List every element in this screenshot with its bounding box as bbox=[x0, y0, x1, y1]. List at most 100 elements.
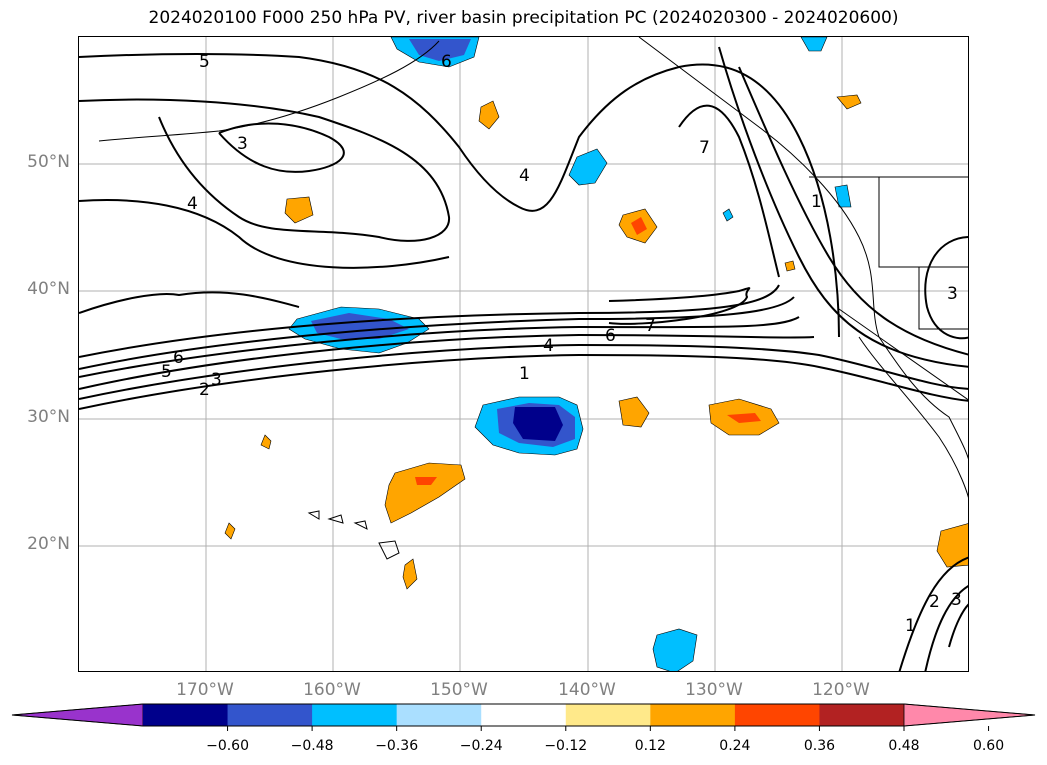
patch-pos-northeast-small bbox=[836, 94, 862, 110]
lat-label-40n: 40°N bbox=[27, 279, 70, 299]
colorbar-bin bbox=[734, 704, 820, 726]
contour-label-1-se: 1 bbox=[905, 616, 916, 636]
lat-label-50n: 50°N bbox=[27, 152, 70, 172]
patch-pos-136w-30n bbox=[618, 396, 650, 428]
contour-label-5: 5 bbox=[161, 362, 172, 382]
lon-label-120w: 120°W bbox=[812, 680, 870, 700]
contour-label-6: 6 bbox=[173, 348, 184, 368]
colorbar-tick-label: −0.36 bbox=[375, 738, 419, 754]
contour-label-4: 4 bbox=[543, 336, 554, 356]
pv-contour-loop-west bbox=[79, 291, 300, 314]
pv-contour-7-loop bbox=[608, 287, 751, 325]
patch-neg-speck bbox=[722, 208, 734, 222]
colorbar bbox=[11, 703, 1036, 731]
colorbar-bin bbox=[312, 704, 398, 726]
colorbar-frame bbox=[11, 703, 1036, 727]
colorbar-tick-label: −0.12 bbox=[544, 738, 588, 754]
colorbar-bin bbox=[565, 704, 651, 726]
colorbar-bin bbox=[143, 704, 229, 726]
pv-contour-se-2 bbox=[924, 585, 968, 671]
patch-neg-northeast bbox=[800, 37, 828, 52]
patch-pos-165w-28n bbox=[260, 434, 272, 450]
island-hawaii-big bbox=[378, 540, 400, 560]
contour-label-2: 2 bbox=[199, 380, 210, 400]
coastline-alaska-islands bbox=[98, 40, 440, 142]
lon-label-140w: 140°W bbox=[558, 680, 616, 700]
colorbar-extend-min bbox=[11, 703, 144, 727]
pv-contour-east-2 bbox=[738, 66, 968, 356]
pv-contour-north-4 bbox=[79, 98, 451, 242]
colorbar-bin bbox=[396, 704, 482, 726]
contour-label-4-north: 4 bbox=[519, 166, 530, 186]
pv-contour-4 bbox=[79, 316, 800, 378]
pv-contour-east-7 bbox=[678, 104, 780, 278]
colorbar-tick-label: 0.48 bbox=[888, 738, 920, 754]
colorbar-bin bbox=[819, 704, 905, 726]
pv-contours bbox=[79, 46, 968, 671]
contour-label-5-north: 5 bbox=[199, 52, 210, 72]
figure-title: 2024020100 F000 250 hPa PV, river basin … bbox=[148, 8, 899, 28]
patch-pos-152w bbox=[402, 558, 418, 590]
contour-label-4-west: 4 bbox=[187, 194, 198, 214]
lat-label-30n: 30°N bbox=[27, 407, 70, 427]
patch-pos-coast-speck bbox=[784, 260, 796, 272]
lon-label-150w: 150°W bbox=[430, 680, 488, 700]
patch-neg-coast bbox=[834, 184, 852, 208]
contour-label-3-se: 3 bbox=[951, 590, 962, 610]
pv-contour-north-5 bbox=[79, 53, 840, 338]
pv-contour-5 bbox=[79, 296, 795, 370]
coastline-baja bbox=[858, 336, 968, 499]
contour-label-7: 7 bbox=[645, 316, 656, 336]
colorbar-bin bbox=[481, 704, 567, 726]
contour-label-1: 1 bbox=[519, 364, 530, 384]
colorbar-extend-max bbox=[903, 703, 1036, 727]
pv-contour-east-1 bbox=[718, 46, 968, 368]
pv-contour-north-3 bbox=[218, 122, 345, 173]
colorbar-tick-label: 0.36 bbox=[803, 738, 836, 754]
lon-label-170w: 170°W bbox=[176, 680, 234, 700]
pv-contour-se-1 bbox=[898, 556, 968, 671]
patch-pos-southeast bbox=[936, 523, 968, 568]
colorbar-bin bbox=[650, 704, 736, 726]
island-hawaii-oahu bbox=[327, 514, 344, 524]
pv-contour-1 bbox=[79, 353, 968, 410]
colorbar-tick-label: 0.12 bbox=[634, 738, 666, 754]
contour-label-3: 3 bbox=[211, 370, 222, 390]
pv-contour-2 bbox=[79, 343, 968, 400]
patch-pos-165w bbox=[284, 196, 314, 224]
colorbar-tick-label: −0.60 bbox=[206, 738, 249, 754]
border-states bbox=[838, 177, 968, 401]
patch-neg-137w bbox=[652, 628, 698, 671]
colorbar-tick-label: 0.60 bbox=[972, 738, 1005, 754]
pv-contour-6 bbox=[79, 284, 780, 358]
pv-contour-east-loop bbox=[924, 236, 968, 340]
lon-label-130w: 130°W bbox=[685, 680, 743, 700]
colorbar-tick-label: 0.24 bbox=[719, 738, 751, 754]
pv-contour-mid-4 bbox=[79, 199, 450, 269]
colorbar-tick-label: −0.24 bbox=[459, 738, 503, 754]
patch-pos-153w bbox=[384, 462, 466, 524]
coastline-north-america bbox=[638, 37, 968, 460]
patch-pos-north bbox=[478, 100, 500, 130]
island-hawaii-maui bbox=[353, 520, 368, 530]
coastlines bbox=[98, 37, 968, 560]
contour-label-7-east: 7 bbox=[699, 138, 710, 158]
patch-neg-gulf bbox=[568, 148, 608, 186]
pv-contour-3 bbox=[79, 333, 815, 390]
contour-label-3-east: 3 bbox=[947, 284, 958, 304]
contour-label-6b: 6 bbox=[605, 326, 616, 346]
lat-label-20n: 20°N bbox=[27, 534, 70, 554]
contour-label-3-north: 3 bbox=[237, 134, 248, 154]
contour-label-2-se: 2 bbox=[929, 592, 940, 612]
colorbar-bin bbox=[227, 704, 313, 726]
map-panel: 1 2 3 4 5 6 7 6 5 3 4 4 6 7 1 1 2 3 3 bbox=[78, 36, 969, 672]
colorbar-tick-label: −0.48 bbox=[290, 738, 334, 754]
map-canvas: 1 2 3 4 5 6 7 6 5 3 4 4 6 7 1 1 2 3 3 bbox=[79, 37, 968, 671]
pv-contour-se-3 bbox=[948, 603, 968, 648]
island-hawaii-kauai bbox=[307, 510, 320, 520]
lon-label-160w: 160°W bbox=[303, 680, 361, 700]
patch-pos-168w bbox=[224, 522, 236, 540]
contour-label-1-east: 1 bbox=[811, 192, 822, 212]
contour-label-6-north: 6 bbox=[441, 52, 452, 72]
contour-labels: 1 2 3 4 5 6 7 6 5 3 4 4 6 7 1 1 2 3 3 bbox=[161, 52, 962, 636]
